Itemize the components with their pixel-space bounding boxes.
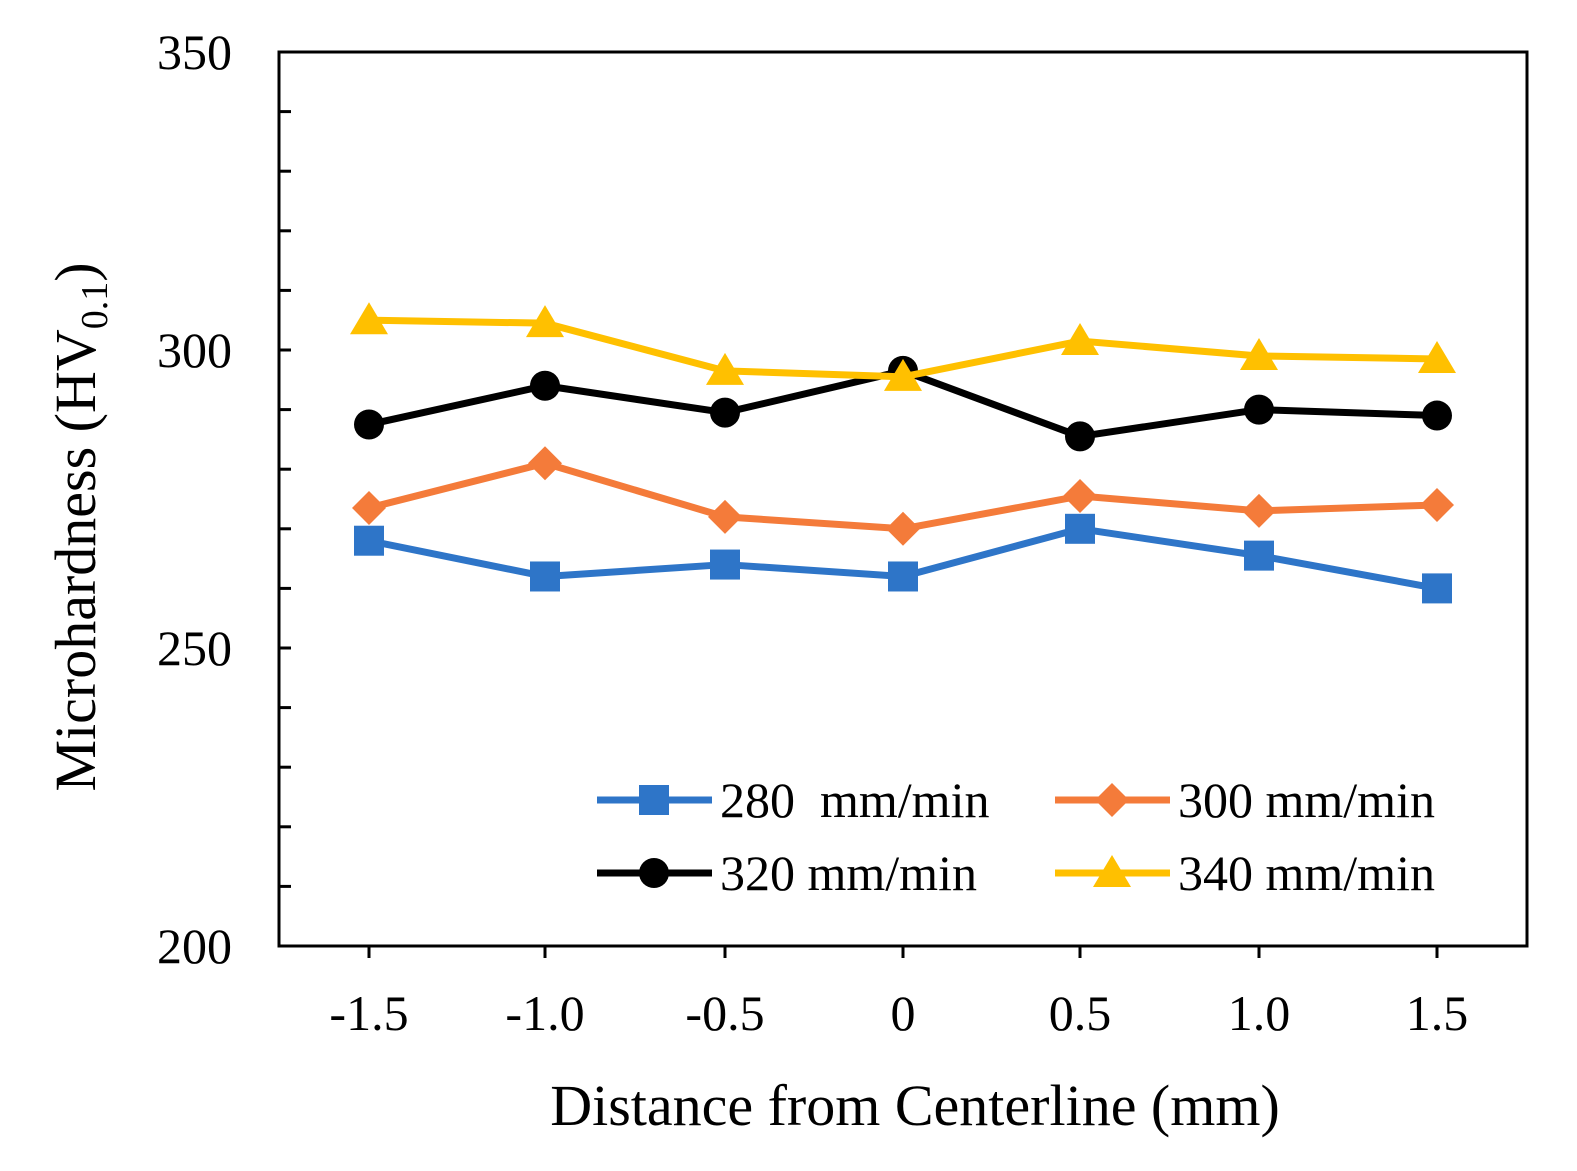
circle-marker [354,409,384,440]
legend-entry: 320 mm/min [597,845,977,901]
square-marker [1244,540,1274,571]
circle-marker [530,370,560,401]
diamond-marker [886,511,920,546]
triangle-marker [1240,337,1278,370]
x-tick-label: 0 [891,985,916,1041]
triangle-marker [884,358,922,391]
y-axis-title: Microhardness (HV0.1) [43,262,116,791]
legend-entry: 300 mm/min [1055,772,1435,828]
diamond-marker [708,499,742,534]
x-tick-label: -1.0 [505,985,584,1041]
x-tick-label: 0.5 [1049,985,1112,1041]
y-tick-label: 200 [157,918,232,974]
square-marker [639,785,669,815]
diamond-marker [1095,783,1129,817]
y-tick-label: 300 [157,322,232,378]
diamond-marker [1242,493,1276,528]
x-tick-label: 1.0 [1228,985,1291,1041]
square-marker [888,561,918,592]
square-marker [1065,513,1095,544]
series-square [354,513,1452,604]
circle-marker [710,397,740,428]
triangle-marker [350,302,388,335]
circle-marker [639,858,669,888]
triangle-marker [1418,340,1456,373]
triangle-marker [526,305,564,338]
y-tick-label: 250 [157,620,232,676]
square-marker [530,561,560,592]
legend-label: 320 mm/min [720,845,977,901]
legend-label: 300 mm/min [1178,772,1435,828]
diamond-marker [1063,479,1097,514]
diamond-marker [528,446,562,481]
circle-marker [1065,421,1095,452]
x-tick-label: -1.5 [329,985,408,1041]
diamond-marker [1420,487,1454,522]
x-tick-label: -0.5 [685,985,764,1041]
square-marker [710,549,740,580]
triangle-marker [1093,855,1131,887]
legend-entry: 340 mm/min [1055,845,1435,901]
x-axis-title: Distance from Centerline (mm) [550,1073,1280,1138]
series-diamond [352,446,1454,546]
triangle-marker [1061,323,1099,356]
x-tick-label: 1.5 [1406,985,1469,1041]
square-marker [354,525,384,556]
legend-label: 340 mm/min [1178,845,1435,901]
series-triangle [350,302,1456,391]
legend-entry: 280 mm/min [597,772,989,828]
diamond-marker [352,490,386,525]
circle-marker [1422,400,1452,431]
legend-label: 280 mm/min [720,772,989,828]
y-tick-label: 350 [157,24,232,80]
circle-marker [1244,394,1274,425]
square-marker [1422,573,1452,604]
triangle-marker [706,352,744,385]
y-axis-title-subscript: 0.1 [74,282,116,330]
